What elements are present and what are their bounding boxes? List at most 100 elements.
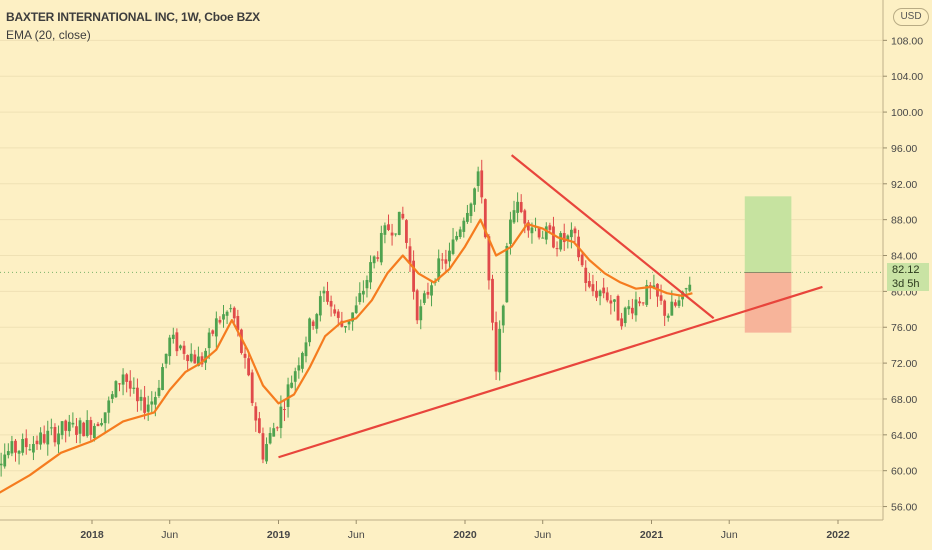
- candle: [512, 200, 516, 224]
- candle: [49, 418, 53, 436]
- candle-body: [218, 319, 222, 323]
- candle: [53, 423, 57, 447]
- candle: [114, 380, 118, 398]
- trendlines: [278, 154, 823, 459]
- candle-body: [272, 428, 276, 437]
- candle: [480, 159, 484, 204]
- candle-body: [243, 353, 247, 358]
- y-tick-label: 56.00: [891, 502, 917, 514]
- candle-body: [591, 284, 595, 292]
- candle-body: [265, 444, 268, 462]
- candle: [476, 166, 480, 192]
- candle: [426, 282, 430, 299]
- candle: [390, 223, 394, 246]
- candle: [526, 220, 530, 238]
- candle: [268, 427, 272, 445]
- candle-body: [28, 449, 32, 451]
- candle-body: [498, 328, 502, 373]
- candle-body: [455, 235, 459, 240]
- candle: [275, 426, 279, 432]
- candle: [383, 222, 387, 244]
- candle-body: [426, 292, 430, 295]
- candle-body: [616, 296, 620, 321]
- candle: [462, 217, 466, 238]
- candle: [64, 419, 68, 443]
- candle: [365, 275, 369, 298]
- candle: [214, 311, 218, 348]
- candle: [361, 280, 365, 303]
- candle-body: [512, 210, 516, 223]
- candles: [0, 159, 692, 477]
- candle-body: [297, 365, 301, 371]
- candle-body: [96, 423, 100, 427]
- candle-body: [214, 318, 218, 337]
- candle: [537, 226, 541, 240]
- candle-body: [67, 421, 71, 432]
- candle-body: [580, 254, 584, 266]
- candle-body: [304, 342, 308, 357]
- candle: [189, 343, 193, 363]
- candle-body: [114, 381, 118, 398]
- candle-body: [290, 382, 294, 388]
- candle-body: [139, 396, 143, 401]
- candle-body: [598, 290, 602, 297]
- candle-body: [175, 332, 179, 352]
- y-tick-label: 68.00: [891, 394, 917, 406]
- candle: [595, 281, 598, 302]
- grid: [0, 39, 883, 508]
- candle: [301, 351, 304, 373]
- candle: [501, 304, 505, 333]
- candle-body: [491, 278, 494, 323]
- legend: BAXTER INTERNATIONAL INC, 1W, Cboe BZX E…: [6, 8, 260, 44]
- candle: [516, 192, 520, 223]
- candle-body: [318, 296, 322, 316]
- candle: [121, 368, 125, 396]
- candle: [110, 391, 114, 404]
- candle: [0, 452, 3, 477]
- candle-body: [440, 259, 444, 261]
- candle-body: [448, 250, 451, 262]
- loss-zone: [744, 272, 792, 333]
- candle: [505, 242, 509, 303]
- candle: [82, 421, 86, 437]
- candle: [340, 311, 344, 328]
- candle: [369, 255, 372, 290]
- candle-body: [57, 433, 60, 445]
- candle: [602, 278, 606, 299]
- x-tick-label: Jun: [161, 529, 178, 541]
- y-tick-label: 100.00: [891, 107, 923, 119]
- candle: [552, 216, 555, 249]
- candle: [182, 340, 186, 360]
- candle-body: [168, 337, 172, 357]
- candle: [376, 251, 380, 262]
- candle-body: [329, 300, 333, 307]
- candle: [645, 279, 649, 307]
- candle-body: [279, 406, 283, 429]
- ema-line-group: [0, 218, 693, 494]
- candle: [333, 304, 337, 317]
- candle-body: [128, 380, 132, 389]
- candle-body: [3, 454, 7, 467]
- candle: [555, 241, 559, 257]
- candle-body: [121, 374, 125, 385]
- candle-body: [275, 427, 279, 429]
- candle-body: [107, 400, 111, 413]
- candle-body: [179, 345, 182, 349]
- candle-body: [232, 307, 236, 319]
- candle: [146, 395, 150, 421]
- candle-body: [605, 292, 609, 301]
- candle-body: [408, 246, 412, 264]
- candle-body: [78, 420, 82, 434]
- candle-body: [397, 211, 401, 235]
- currency-button[interactable]: USD: [893, 8, 929, 26]
- candle: [405, 219, 408, 249]
- candle-body: [620, 318, 624, 327]
- candle: [419, 299, 423, 330]
- candle: [207, 328, 211, 360]
- candle-body: [369, 262, 372, 283]
- candle-body: [469, 203, 473, 217]
- candle-body: [523, 210, 527, 224]
- candle-body: [458, 229, 462, 237]
